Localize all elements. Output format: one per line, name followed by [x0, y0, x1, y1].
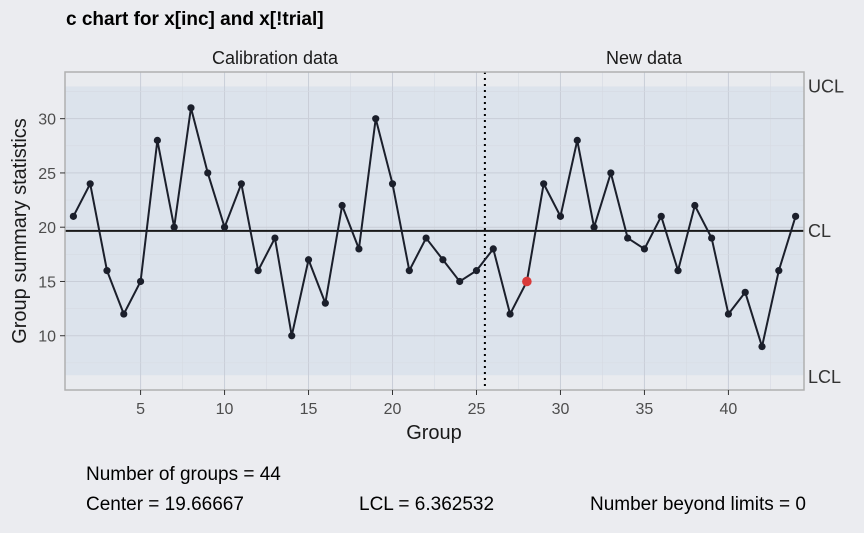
data-point	[775, 267, 783, 275]
x-tick-label: 15	[300, 401, 318, 418]
data-point	[792, 212, 800, 220]
data-point	[607, 169, 615, 177]
data-point	[758, 342, 766, 351]
data-point	[271, 234, 279, 242]
stats-lcl: LCL = 6.362532	[359, 494, 495, 515]
data-point	[220, 223, 229, 231]
data-point	[506, 310, 514, 318]
y-tick-label: 15	[38, 274, 56, 291]
cl-label: CL	[808, 221, 831, 241]
data-point	[355, 245, 363, 253]
ucl-label: UCL	[808, 76, 844, 96]
x-tick-label: 35	[636, 401, 654, 418]
data-point	[288, 332, 296, 340]
chart-title: c chart for x[inc] and x[!trial]	[66, 9, 324, 30]
plot-border	[64, 71, 805, 391]
x-axis-title: Group	[406, 422, 462, 444]
stats-number-of-groups: Number of groups = 44	[86, 464, 281, 485]
data-point	[321, 299, 329, 307]
data-point	[372, 115, 380, 123]
data-point	[86, 180, 94, 188]
x-tick-label: 25	[468, 401, 486, 418]
data-point	[456, 277, 464, 286]
data-point	[439, 256, 447, 264]
data-point	[237, 180, 245, 188]
data-point	[741, 288, 749, 296]
data-point	[254, 267, 262, 275]
data-point	[590, 223, 598, 231]
data-point	[489, 245, 497, 253]
panel-label-new: New data	[606, 48, 683, 68]
stats-center: Center = 19.66667	[86, 494, 244, 515]
data-point	[120, 310, 128, 318]
y-axis-title: Group summary statistics	[9, 118, 31, 344]
highlighted-data-point	[522, 276, 532, 287]
data-points	[69, 104, 800, 351]
data-point	[640, 245, 649, 253]
y-tick-label: 20	[38, 220, 56, 237]
x-tick-label: 20	[384, 401, 402, 418]
data-point	[674, 267, 682, 275]
series-line	[72, 107, 797, 351]
data-point	[103, 267, 111, 275]
data-point	[708, 234, 716, 242]
data-point	[540, 180, 548, 188]
data-point	[556, 212, 565, 220]
data-point	[304, 256, 313, 264]
y-axis: 10 15 20 25 30	[38, 112, 65, 346]
data-point	[204, 169, 212, 177]
panel-label-calibration: Calibration data	[212, 48, 339, 68]
x-tick-label: 30	[552, 401, 570, 418]
data-point	[624, 234, 632, 242]
data-point	[69, 212, 77, 220]
data-point	[691, 201, 699, 210]
data-point	[724, 310, 733, 318]
x-tick-label: 5	[136, 401, 145, 418]
data-point	[573, 136, 581, 144]
data-point	[338, 201, 346, 210]
data-point	[170, 223, 178, 231]
y-tick-label: 25	[38, 166, 56, 183]
stats-beyond-limits: Number beyond limits = 0	[590, 494, 806, 515]
y-tick-label: 10	[38, 329, 56, 346]
y-tick-label: 30	[38, 112, 56, 129]
x-tick-label: 10	[216, 401, 234, 418]
data-point	[187, 104, 195, 112]
lcl-label: LCL	[808, 367, 841, 387]
x-tick-label: 40	[720, 401, 738, 418]
data-point	[136, 277, 145, 286]
data-point	[388, 180, 397, 188]
data-point	[657, 212, 665, 220]
data-point	[405, 267, 413, 275]
data-point	[472, 267, 481, 275]
x-axis: 5 10 15 20 25 30 35 40	[136, 390, 737, 418]
data-point	[422, 234, 430, 242]
data-point	[153, 136, 161, 144]
